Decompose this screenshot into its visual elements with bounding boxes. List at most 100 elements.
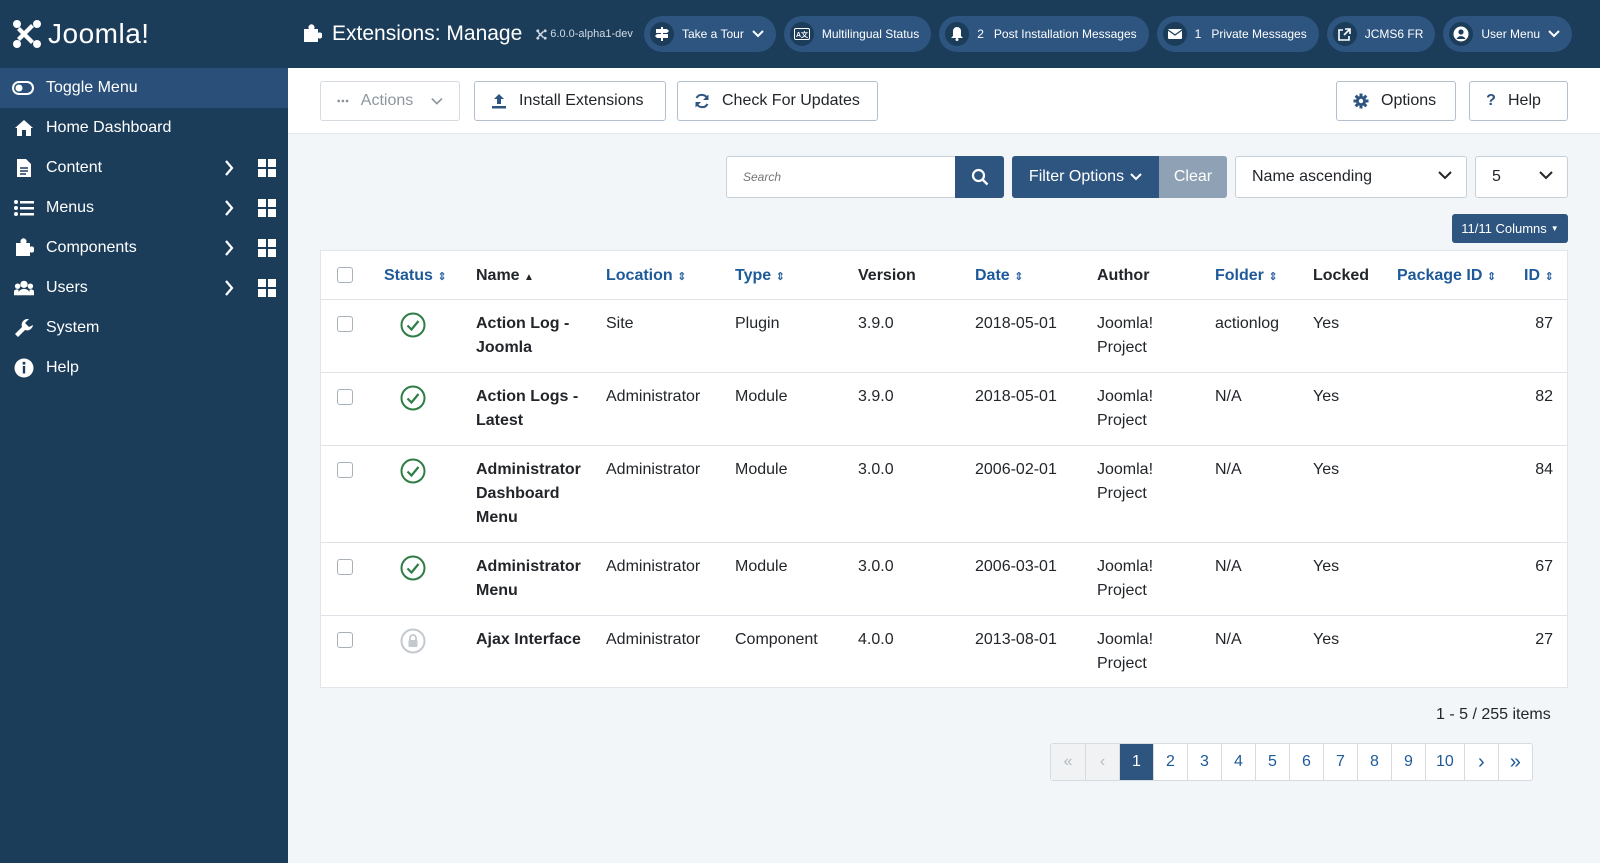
search-button[interactable] — [955, 156, 1004, 198]
page-button[interactable]: 9 — [1391, 744, 1425, 780]
sidebar-item-label: Help — [46, 359, 79, 376]
chevron-down-icon — [1539, 171, 1553, 180]
chevron-right-icon[interactable] — [224, 199, 234, 217]
dashboard-grid-icon[interactable] — [258, 199, 276, 217]
filter-options-button[interactable]: Filter Options — [1012, 156, 1159, 198]
dashboard-grid-icon[interactable] — [258, 239, 276, 257]
user-menu-button[interactable]: User Menu — [1443, 16, 1573, 52]
check-circle-icon[interactable] — [400, 555, 426, 581]
sidebar-item-content[interactable]: Content — [0, 148, 288, 188]
chevron-right-icon[interactable] — [224, 279, 234, 297]
extension-name[interactable]: Action Log - Joomla — [476, 315, 570, 356]
page-button[interactable]: 3 — [1187, 744, 1221, 780]
previous-page-button[interactable]: ‹ — [1085, 744, 1119, 780]
row-checkbox[interactable] — [337, 559, 353, 575]
page-button[interactable]: 5 — [1255, 744, 1289, 780]
select-all-checkbox[interactable] — [337, 267, 353, 283]
ordering-select[interactable]: Name ascending — [1235, 156, 1467, 198]
cell-location: Administrator — [606, 461, 701, 478]
check-circle-icon[interactable] — [400, 385, 426, 411]
user-menu-label: User Menu — [1481, 27, 1541, 41]
column-header-type[interactable]: Type ⇕ — [735, 267, 785, 285]
sort-icon: ⇕ — [1268, 271, 1278, 283]
signpost-icon — [650, 22, 674, 46]
view-site-button[interactable]: JCMS6 FR — [1326, 16, 1436, 52]
wrench-icon — [14, 318, 34, 338]
column-header-location[interactable]: Location ⇕ — [606, 267, 686, 285]
page-button[interactable]: 2 — [1153, 744, 1187, 780]
chevron-right-icon: › — [1477, 750, 1485, 773]
next-page-button[interactable]: › — [1463, 744, 1498, 780]
sort-icon: ⇕ — [437, 271, 447, 283]
chevron-right-icon[interactable] — [224, 239, 234, 257]
limit-select[interactable]: 5 — [1475, 156, 1568, 198]
row-checkbox[interactable] — [337, 389, 353, 405]
page-button[interactable]: 10 — [1425, 744, 1464, 780]
sidebar-item-label: System — [46, 319, 100, 336]
extension-name[interactable]: Action Logs - Latest — [476, 388, 579, 429]
clear-button[interactable]: Clear — [1159, 156, 1227, 198]
private-messages-button[interactable]: 1 Private Messages — [1156, 16, 1319, 52]
cell-date: 2006-03-01 — [975, 558, 1057, 575]
install-extensions-button[interactable]: Install Extensions — [474, 81, 666, 121]
sidebar-item-menus[interactable]: Menus — [0, 188, 288, 228]
dashboard-grid-icon[interactable] — [258, 159, 276, 177]
last-page-button[interactable]: » — [1497, 744, 1532, 780]
help-button[interactable]: ? Help — [1469, 81, 1568, 121]
sidebar-item-help[interactable]: Help — [0, 348, 288, 388]
search-input[interactable] — [726, 156, 955, 198]
dashboard-grid-icon[interactable] — [258, 279, 276, 297]
cell-locked: Yes — [1313, 388, 1340, 405]
page-button[interactable]: 7 — [1323, 744, 1357, 780]
column-header-status[interactable]: Status ⇕ — [384, 267, 447, 285]
brand[interactable]: Joomla! — [0, 0, 288, 68]
page-button[interactable]: 8 — [1357, 744, 1391, 780]
row-checkbox[interactable] — [337, 462, 353, 478]
toggle-menu-button[interactable]: Toggle Menu — [0, 68, 288, 108]
page-button[interactable]: 6 — [1289, 744, 1323, 780]
row-checkbox[interactable] — [337, 632, 353, 648]
column-header-id[interactable]: ID ⇕ — [1524, 267, 1554, 285]
joomla-logo[interactable]: Joomla! — [12, 18, 150, 50]
column-header-version: Version — [858, 267, 916, 284]
sidebar-item-home-dashboard[interactable]: Home Dashboard — [0, 108, 288, 148]
column-header-date[interactable]: Date ⇕ — [975, 267, 1023, 285]
cell-date: 2018-05-01 — [975, 315, 1057, 332]
column-header-name[interactable]: Name ▲ — [476, 267, 534, 285]
sidebar-item-components[interactable]: Components — [0, 228, 288, 268]
first-page-button[interactable]: « — [1051, 744, 1085, 780]
post-installation-messages-button[interactable]: 2 Post Installation Messages — [939, 16, 1149, 52]
joomla-logo-icon — [13, 20, 41, 48]
cell-location: Administrator — [606, 558, 701, 575]
columns-button[interactable]: 11/11 Columns ▼ — [1452, 214, 1568, 243]
actions-dropdown[interactable]: Actions — [320, 81, 460, 121]
sidebar-item-users[interactable]: Users — [0, 268, 288, 308]
column-header-package-id[interactable]: Package ID ⇕ — [1397, 267, 1496, 285]
column-header-locked: Locked — [1313, 267, 1370, 284]
cell-id: 82 — [1535, 388, 1553, 405]
take-a-tour-button[interactable]: Take a Tour — [644, 16, 776, 52]
page-button[interactable]: 4 — [1221, 744, 1255, 780]
column-header-folder[interactable]: Folder ⇕ — [1215, 267, 1278, 285]
toolbar: Actions Install Extensions Check For Upd… — [288, 68, 1600, 134]
check-circle-icon[interactable] — [400, 458, 426, 484]
page-button[interactable]: 1 — [1119, 744, 1153, 780]
cell-date: 2013-08-01 — [975, 631, 1057, 648]
sidebar-item-label: Users — [46, 279, 88, 296]
options-button[interactable]: Options — [1336, 81, 1456, 121]
bell-icon — [945, 22, 970, 46]
check-for-updates-button[interactable]: Check For Updates — [677, 81, 878, 121]
extension-name[interactable]: Administrator Menu — [476, 558, 581, 599]
sort-icon: ⇕ — [677, 271, 687, 283]
extension-name[interactable]: Administrator Dashboard Menu — [476, 461, 581, 526]
extension-name[interactable]: Ajax Interface — [476, 631, 581, 648]
multilingual-status-button[interactable]: A文 Multilingual Status — [783, 16, 932, 52]
sidebar-item-system[interactable]: System — [0, 308, 288, 348]
version-text: 6.0.0-alpha1-dev — [550, 28, 633, 40]
row-checkbox[interactable] — [337, 316, 353, 332]
check-circle-icon[interactable] — [400, 312, 426, 338]
private-messages-count: 1 — [1194, 27, 1202, 41]
column-header-label: Type — [735, 267, 772, 284]
chevron-right-icon[interactable] — [224, 159, 234, 177]
chevron-down-icon — [752, 30, 764, 38]
